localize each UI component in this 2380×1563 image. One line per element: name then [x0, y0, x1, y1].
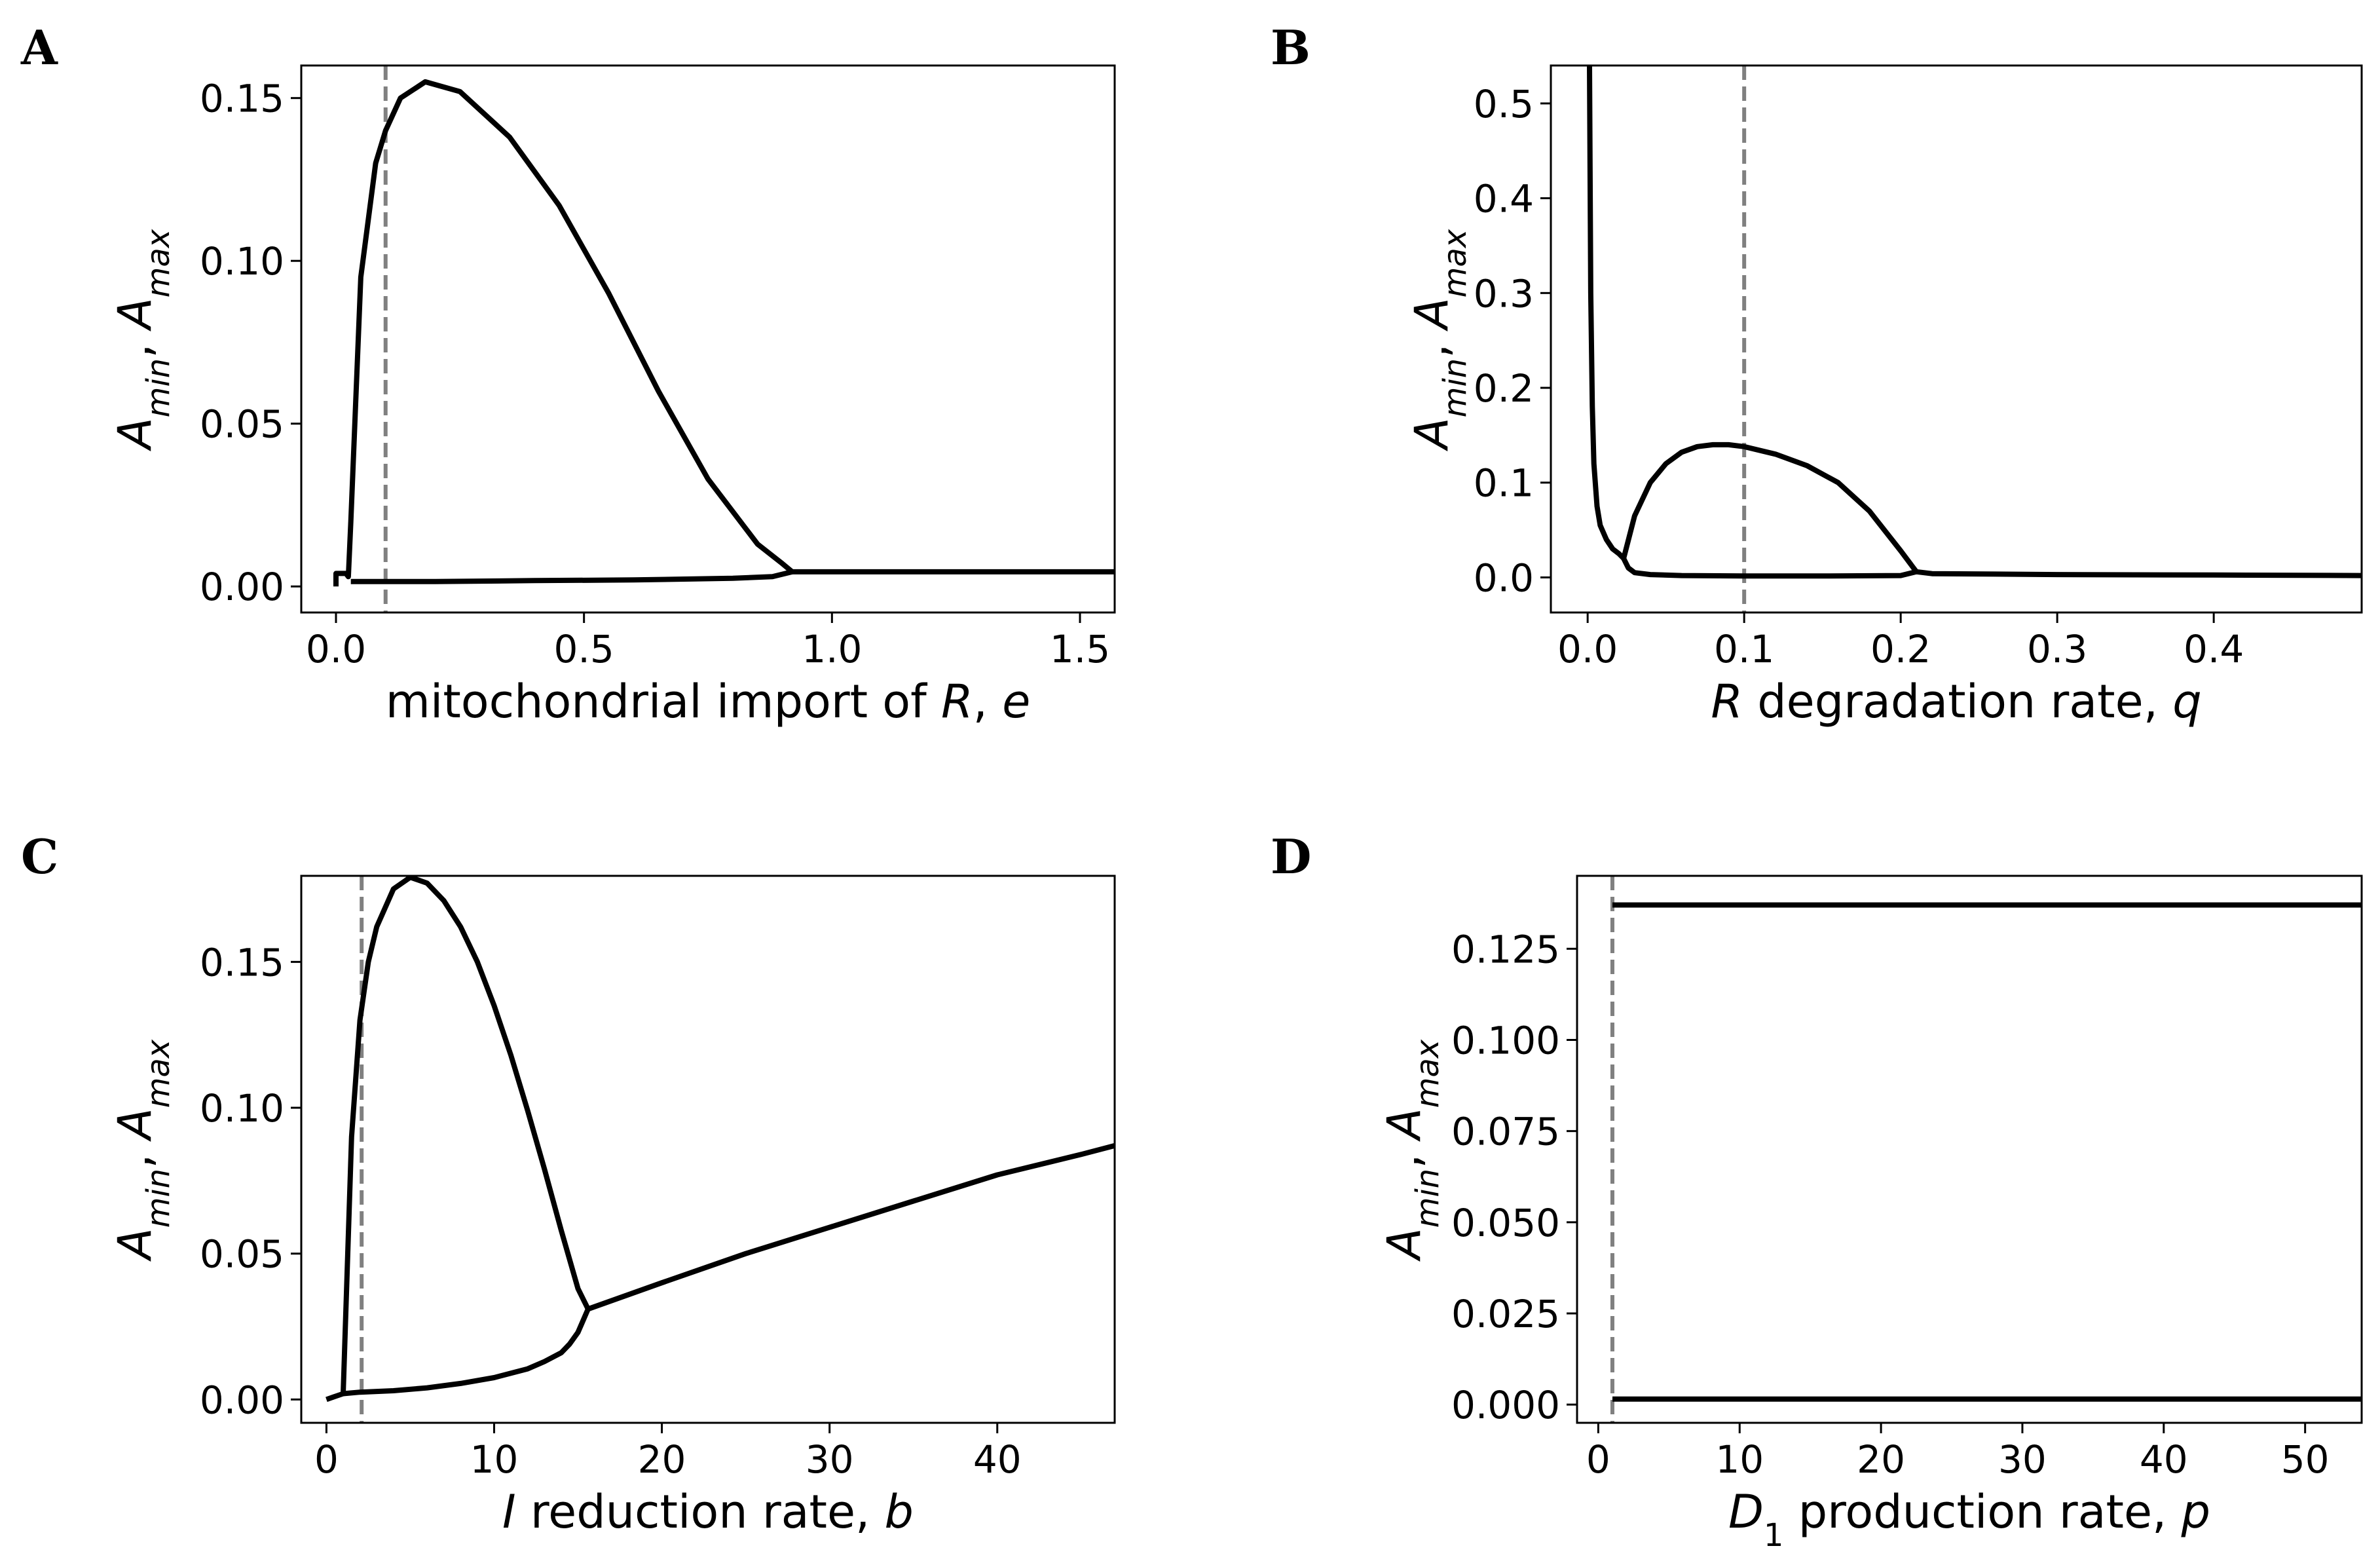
plot-frame	[300, 64, 1116, 614]
y-tick-label: 0.025	[1451, 1292, 1560, 1336]
plot-frame	[1550, 64, 2363, 614]
y-tick-label: 0.1	[1474, 461, 1534, 506]
plot-frame	[1576, 875, 2363, 1424]
y-tick-label: 0.00	[200, 1378, 284, 1422]
x-tick-label: 30	[806, 1437, 854, 1482]
x-tick-label: 30	[1998, 1437, 2047, 1482]
x-tick-label: 20	[1857, 1437, 1905, 1482]
y-tick-label: 0.100	[1451, 1019, 1560, 1063]
x-tick-label: 0.4	[2184, 627, 2244, 671]
panel-a: A 0.0 0.5 1.0 1.5 0.00 0.05 0.10 0.15 mitochondr…	[20, 20, 1116, 728]
y-axis-label: Amin, Amax	[1405, 229, 1474, 451]
y-tick-label: 0.000	[1451, 1383, 1560, 1427]
y-tick-label: 0.050	[1451, 1201, 1560, 1245]
y-tick-label: 0.125	[1451, 927, 1560, 971]
y-tick-label: 0.5	[1474, 82, 1534, 126]
y-axis-label: Amin, Amax	[108, 1039, 177, 1262]
plot-frame	[300, 875, 1116, 1424]
panel-d: D 0 10 20 30 40 50 0.000 0.025 0.050 0.075 0.100 0.…	[1271, 829, 2363, 1554]
x-axis-label: I reduction rate, b	[502, 1485, 914, 1539]
x-tick-label: 20	[638, 1437, 686, 1482]
x-tick-label: 1.5	[1050, 627, 1110, 671]
x-tick-label: 40	[973, 1437, 1022, 1482]
panel-label: B	[1271, 20, 1311, 75]
y-tick-label: 0.10	[200, 1086, 284, 1131]
x-tick-label: 50	[2281, 1437, 2330, 1482]
series-line-a-max	[333, 79, 1115, 587]
x-tick-label: 0	[1586, 1437, 1610, 1482]
x-tick-label: 0.1	[1714, 627, 1774, 671]
x-axis-label: D1 production rate, p	[1728, 1485, 2210, 1554]
y-tick-label: 0.0	[1474, 556, 1534, 600]
y-tick-label: 0.2	[1474, 366, 1534, 411]
y-tick-label: 0.4	[1474, 177, 1534, 221]
y-tick-label: 0.00	[200, 565, 284, 609]
series-line-a-min	[350, 569, 793, 584]
x-tick-label: 10	[470, 1437, 519, 1482]
x-tick-label: 10	[1715, 1437, 1764, 1482]
y-tick-label: 0.15	[200, 77, 284, 121]
panel-label: D	[1271, 829, 1311, 884]
series-line-a-min	[1621, 557, 1918, 579]
x-tick-label: 0.0	[306, 627, 366, 671]
x-tick-label: 0	[314, 1437, 339, 1482]
x-tick-label: 0.3	[2027, 627, 2087, 671]
x-tick-label: 1.0	[802, 627, 862, 671]
y-tick-label: 0.10	[200, 239, 284, 284]
panel-c: C 0 10 20 30 40 0.00 0.05 0.10 0.15 I reduction r…	[21, 829, 1116, 1539]
x-tick-label: 0.2	[1870, 627, 1931, 671]
series-line-a-min	[343, 1308, 591, 1397]
y-axis-label: Amin, Amax	[1377, 1039, 1446, 1262]
y-tick-label: 0.15	[200, 940, 284, 985]
panel-label: A	[20, 20, 58, 75]
panel-label: C	[21, 829, 58, 884]
y-tick-label: 0.05	[200, 402, 284, 447]
y-tick-label: 0.075	[1451, 1110, 1560, 1154]
y-axis-label: Amin, Amax	[108, 229, 177, 451]
x-axis-label: R degradation rate, q	[1711, 675, 2201, 728]
x-axis-label: mitochondrial import of R, e	[386, 675, 1031, 728]
x-tick-label: 0.0	[1557, 627, 1618, 671]
y-tick-label: 0.05	[200, 1232, 284, 1277]
panel-b: B 0.0 0.1 0.2 0.3 0.4 0.0 0.1 0.2 0.3 0.4 0.5 R deg…	[1271, 20, 2363, 728]
x-tick-label: 40	[2140, 1437, 2188, 1482]
series-line-a-max	[325, 876, 1115, 1403]
y-tick-label: 0.3	[1474, 271, 1534, 316]
series-line-a-max	[1587, 66, 2362, 578]
x-tick-label: 0.5	[554, 627, 614, 671]
